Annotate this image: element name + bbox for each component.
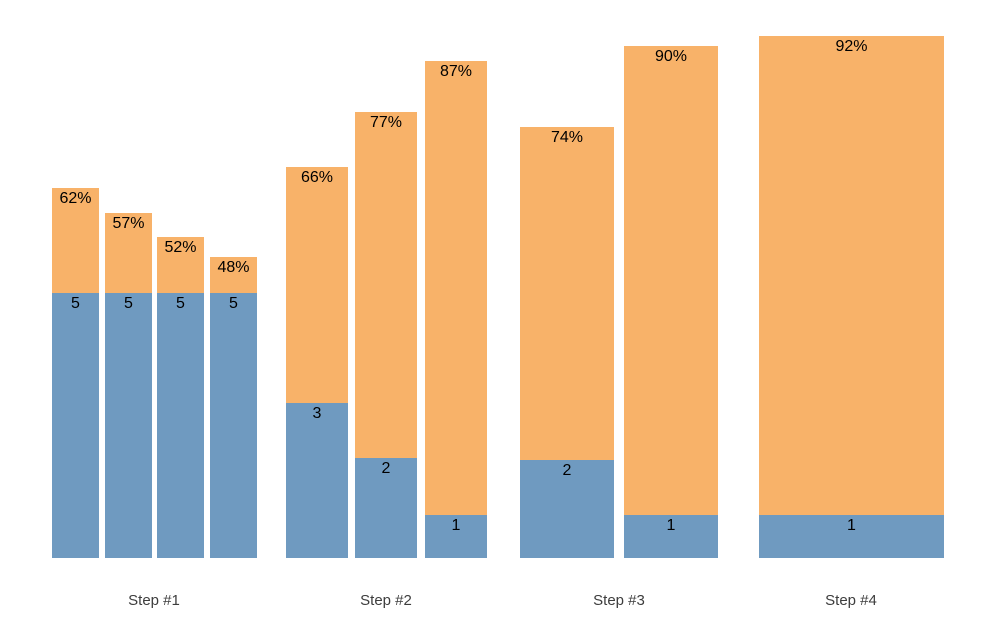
bar-pct-label: 66% (300, 169, 334, 186)
bar-pct-label: 48% (217, 259, 250, 276)
bar-pct-label: 74% (550, 129, 584, 146)
bar-pct-label: 87% (439, 63, 473, 80)
bar-segment-top: 74% (520, 127, 614, 460)
bar-segment-bottom: 1 (759, 515, 944, 558)
bar-segment-bottom: 1 (425, 515, 487, 558)
bar-pct-label: 57% (112, 215, 145, 232)
x-axis-group-label: Step #4 (825, 592, 877, 609)
bar-segment-bottom: 5 (105, 293, 152, 558)
bar-count-label: 5 (176, 295, 185, 312)
bar-segment-top: 92% (759, 36, 944, 515)
bar-segment-bottom: 5 (157, 293, 204, 558)
bar-count-label: 5 (124, 295, 133, 312)
bar-step1-2: 57% 5 (105, 213, 152, 558)
bar-segment-bottom: 2 (355, 458, 417, 558)
bar-segment-top: 66% (286, 167, 348, 403)
bar-step1-3: 52% 5 (157, 237, 204, 558)
bar-pct-label: 62% (59, 190, 92, 207)
bar-segment-bottom: 3 (286, 403, 348, 558)
bar-step1-4: 48% 5 (210, 257, 257, 558)
bar-pct-label: 90% (654, 48, 688, 65)
bar-segment-top: 52% (157, 237, 204, 293)
bar-segment-top: 48% (210, 257, 257, 293)
bar-step1-1: 62% 5 (52, 188, 99, 558)
bar-pct-label: 52% (164, 239, 197, 256)
bar-count-label: 1 (847, 517, 856, 534)
bar-segment-bottom: 1 (624, 515, 718, 558)
bar-segment-top: 87% (425, 61, 487, 515)
bar-segment-top: 77% (355, 112, 417, 458)
bar-pct-label: 77% (369, 114, 403, 131)
bar-step4-1: 92% 1 (759, 36, 944, 558)
bar-segment-bottom: 2 (520, 460, 614, 558)
bar-step2-1: 66% 3 (286, 167, 348, 558)
bar-count-label: 1 (451, 517, 461, 534)
bar-pct-label: 92% (835, 38, 868, 55)
bar-count-label: 5 (71, 295, 80, 312)
bar-count-label: 3 (312, 405, 322, 422)
x-axis-group-label: Step #3 (593, 592, 645, 609)
bar-step2-3: 87% 1 (425, 61, 487, 558)
bar-segment-top: 90% (624, 46, 718, 515)
bar-count-label: 1 (666, 517, 676, 534)
bar-step2-2: 77% 2 (355, 112, 417, 558)
bar-segment-top: 62% (52, 188, 99, 293)
bar-count-label: 5 (229, 295, 238, 312)
bar-step3-2: 90% 1 (624, 46, 718, 558)
bar-count-label: 2 (562, 462, 572, 479)
bar-segment-bottom: 5 (52, 293, 99, 558)
bar-segment-top: 57% (105, 213, 152, 293)
x-axis-group-label: Step #1 (128, 592, 180, 609)
bar-step3-1: 74% 2 (520, 127, 614, 558)
bar-segment-bottom: 5 (210, 293, 257, 558)
x-axis-group-label: Step #2 (360, 592, 412, 609)
bar-count-label: 2 (381, 460, 391, 477)
